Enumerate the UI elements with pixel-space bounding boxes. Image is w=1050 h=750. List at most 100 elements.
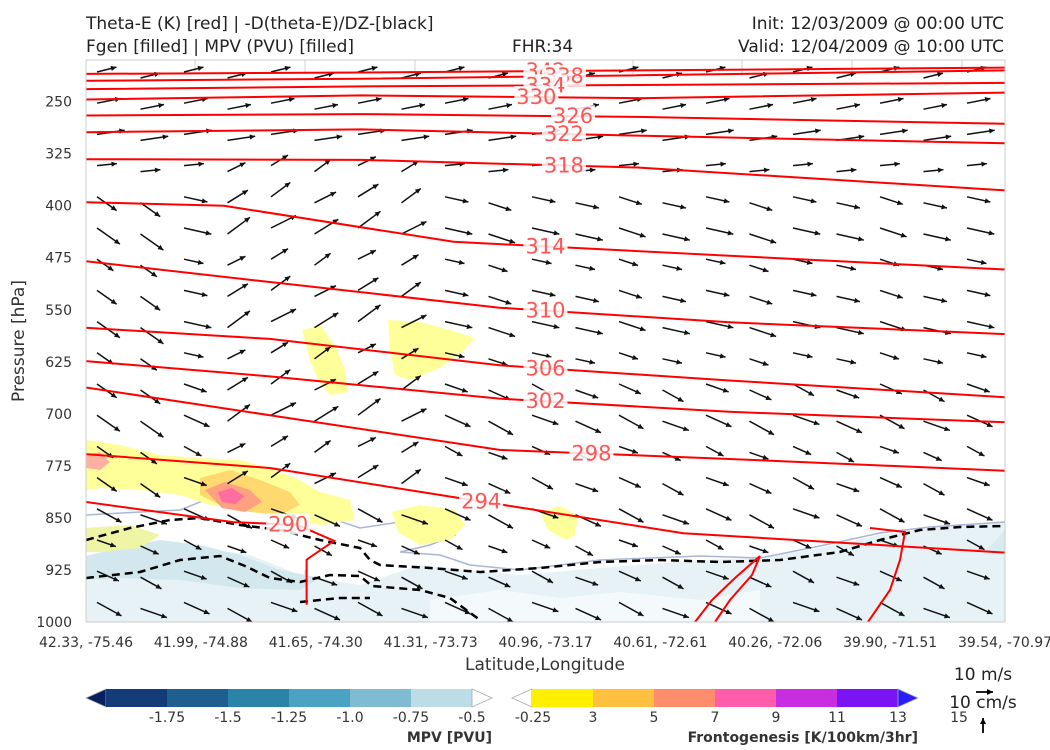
wind-arrowhead: [244, 404, 250, 410]
wind-arrow: [1011, 390, 1033, 400]
wind-arrowhead: [941, 297, 947, 303]
theta-e-contour-310: [86, 260, 1005, 336]
mpv-region-4: [985, 530, 1005, 555]
wind-arrowhead: [902, 128, 908, 134]
wind-arrowhead: [507, 429, 513, 435]
wind-arrowhead: [805, 543, 812, 549]
wind-arrowhead: [332, 406, 339, 412]
wind-arrowhead: [466, 323, 473, 329]
wind-arrowhead: [978, 544, 985, 550]
wind-arrowhead: [768, 617, 774, 622]
wind-arrowhead: [848, 457, 854, 462]
wind-arrowhead: [763, 167, 770, 173]
wind-arrow: [1011, 546, 1030, 553]
wind-arrowhead: [288, 97, 295, 103]
theta-e-contour-306: [86, 326, 1005, 399]
wind-arrowhead: [770, 238, 777, 244]
colorbar-extend-left: [85, 688, 107, 708]
wind-arrowhead: [765, 395, 772, 400]
wind-arrowhead: [856, 428, 862, 433]
wind-arrowhead: [762, 267, 769, 273]
wind-arrowhead: [897, 97, 904, 103]
y-tick-label: 850: [45, 511, 72, 527]
wind-arrowhead: [1026, 489, 1032, 494]
wind-arrowhead: [284, 182, 291, 188]
wind-arrowhead: [680, 204, 686, 210]
wind-arrowhead: [723, 291, 730, 297]
wind-arrowhead: [680, 103, 686, 109]
theta-e-contour-338: [86, 69, 1005, 82]
y-tick-label: 1000: [36, 615, 72, 631]
wind-arrowhead: [112, 576, 119, 582]
wind-arrowhead: [157, 432, 164, 438]
wind-arrow: [1011, 608, 1036, 622]
wind-arrowhead: [896, 200, 903, 206]
wind-arrowhead: [896, 293, 903, 299]
fgen-region-7: [302, 325, 348, 395]
wind-arrowhead: [462, 291, 469, 297]
wind-arrowhead: [1026, 395, 1032, 400]
theta-e-label-bg: [569, 442, 614, 464]
wind-arrow: [1011, 452, 1030, 459]
x-tick-label: 41.65, -74.30: [269, 635, 363, 651]
x-tick-label: 42.33, -75.46: [39, 635, 133, 651]
wind-arrowhead: [814, 230, 821, 236]
wind-arrowhead: [983, 481, 990, 487]
colorbar-extend-right: [471, 688, 493, 708]
colorbar-tick-label: -0.5: [458, 710, 485, 726]
wind-arrowhead: [115, 611, 122, 616]
wind-arrowhead: [241, 377, 248, 383]
wind-arrowhead: [282, 435, 288, 441]
wind-arrowhead: [805, 450, 812, 455]
wind-arrowhead: [198, 161, 204, 167]
wind-arrowhead: [553, 230, 560, 236]
wind-arrowhead: [641, 128, 647, 134]
theta-e-label-310: 310: [525, 299, 565, 323]
wind-arrowhead: [806, 353, 813, 359]
wind-arrowhead: [1031, 239, 1037, 244]
wind-arrowhead: [195, 544, 202, 550]
wind-arrowhead: [151, 271, 157, 277]
wind-arrowhead: [765, 488, 772, 494]
wind-arrowhead: [509, 238, 516, 244]
wind-arrowhead: [637, 611, 644, 616]
wind-arrowhead: [547, 484, 553, 490]
wind-arrowhead: [937, 71, 943, 77]
wind-arrowhead: [854, 297, 860, 303]
wind-arrowhead: [762, 548, 769, 554]
mpv-region-2: [86, 540, 320, 590]
wind-arrowhead: [461, 387, 468, 393]
wind-arrow: [1011, 484, 1033, 494]
theta-e-surface-segments: [694, 527, 907, 622]
wind-arrowhead: [727, 230, 734, 236]
wind-arrowhead: [722, 481, 729, 487]
wind-arrowhead: [241, 471, 248, 476]
wind-arrowhead: [853, 393, 860, 399]
wind-arrow: [1011, 203, 1034, 211]
fgen-region-5: [86, 452, 110, 470]
wind-arrowhead: [941, 103, 947, 109]
wind-arrowhead: [850, 359, 856, 365]
wind-arrowhead: [632, 354, 638, 360]
wind-arrowhead: [683, 426, 689, 432]
wind-arrowhead: [983, 387, 990, 393]
wind-arrow: [1011, 170, 1031, 172]
wind-arrowhead: [374, 211, 381, 217]
colorbar-tick-label: -1.5: [214, 710, 241, 726]
wind-arrowhead: [854, 204, 860, 210]
wind-arrowhead: [898, 423, 905, 429]
colorbar-tick-label: 7: [711, 710, 720, 726]
wind-arrowhead: [900, 232, 907, 238]
wind-arrowhead: [110, 486, 117, 492]
wind-arrowhead: [945, 236, 951, 242]
wind-arrowhead: [986, 515, 993, 521]
y-tick-label: 550: [45, 303, 72, 319]
wind-arrowhead: [157, 244, 164, 251]
wind-arrowhead: [369, 250, 376, 255]
wind-arrowhead: [593, 204, 599, 210]
wind-arrowhead: [505, 206, 512, 212]
colorbar-tick-label: -0.75: [393, 710, 429, 726]
x-tick-label: 39.54, -70.97: [958, 635, 1050, 651]
wind-arrow: [1011, 421, 1036, 435]
wind-arrowhead: [677, 396, 684, 402]
